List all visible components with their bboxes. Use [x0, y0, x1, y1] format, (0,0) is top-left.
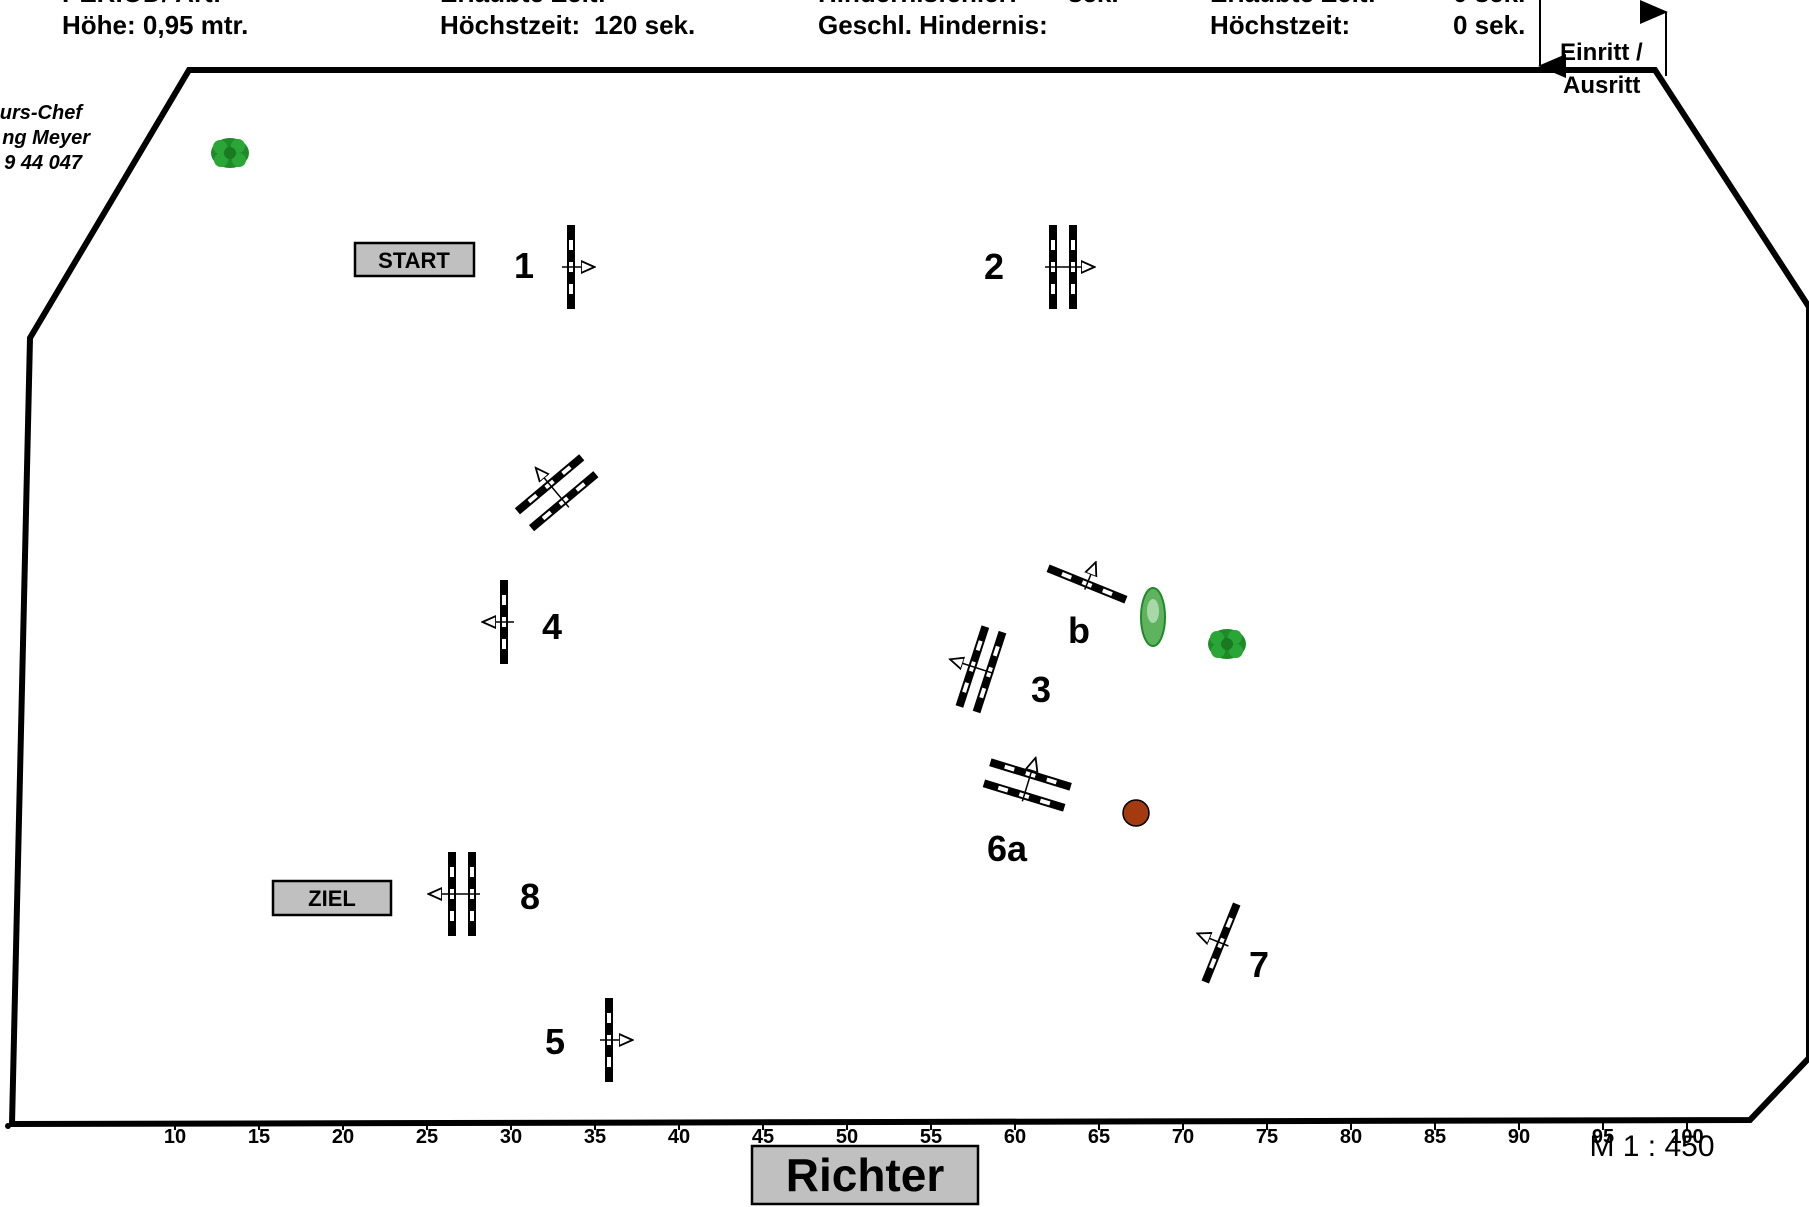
obstacle-oxer-diagonal — [514, 454, 599, 532]
parcours-chef: urs-Chef ng Meyer 9 44 047 — [0, 102, 91, 174]
scale-tick-label: 60 — [1004, 1126, 1026, 1148]
ziel-box: ZIEL — [271, 879, 393, 917]
ball-icon — [1122, 799, 1150, 827]
scale-tick-label: 10 — [164, 1126, 186, 1148]
obstacle-2 — [1045, 225, 1093, 309]
obstacle-3 — [938, 625, 1007, 714]
scale-bar: 10 15 20 25 30 35 40 45 50 55 60 65 70 75 80 85 90 95 100 — [164, 1122, 1704, 1148]
bush-icon — [1208, 629, 1246, 659]
scale-tick-label: 75 — [1256, 1126, 1278, 1148]
scale-tick-label: 30 — [500, 1126, 522, 1148]
obstacle-b — [1046, 548, 1128, 604]
scale-tick-label: 80 — [1340, 1126, 1362, 1148]
header-hoechstzeit-value: 120 sek. — [594, 10, 695, 40]
entry-label-2: Ausritt — [1563, 72, 1640, 99]
header-hoechstzeit2-label: Höchstzeit: — [1210, 10, 1350, 40]
obstacle-label-4: 4 — [542, 606, 562, 647]
obstacle-label-5: 5 — [545, 1021, 565, 1062]
scale-tick-label: 40 — [668, 1126, 690, 1148]
obstacle-8 — [430, 852, 480, 936]
ziel-label: ZIEL — [308, 886, 356, 911]
scale-tick-label: 65 — [1088, 1126, 1110, 1148]
scale-label: M 1 : 450 — [1589, 1130, 1714, 1163]
obstacle-label-b: b — [1068, 610, 1090, 651]
obstacle-label-2: 2 — [984, 246, 1004, 287]
obstacle-5 — [600, 998, 631, 1082]
chef-line-1: urs-Chef — [0, 102, 84, 124]
header-period: PERIOD/ Art: — [62, 0, 221, 8]
entry-exit: Einritt / Ausritt — [1538, 0, 1668, 99]
obstacle-1 — [562, 225, 593, 309]
scale-tick-label: 15 — [248, 1126, 270, 1148]
start-label: START — [378, 248, 450, 273]
chef-line-2: ng Meyer — [2, 127, 91, 149]
header-erlaubte-zeit-2: Erlaubte Zeit: — [1210, 0, 1376, 8]
scale-tick-label: 70 — [1172, 1126, 1194, 1148]
richter-label: Richter — [786, 1149, 945, 1201]
arena-outline — [8, 67, 1809, 1128]
header-hindernisfehler: Hindernisfehler: — [818, 0, 1017, 8]
scale-tick-label: 50 — [836, 1126, 858, 1148]
obstacle-label-3: 3 — [1031, 669, 1051, 710]
water-hedge-icon — [1140, 587, 1166, 647]
obstacle-4 — [484, 580, 514, 664]
obstacle-label-1: 1 — [514, 245, 534, 286]
obstacle-labels: 1 2 b 3 4 6a 8 7 5 — [514, 245, 1269, 1062]
scale-tick-label: 90 — [1508, 1126, 1530, 1148]
obstacle-label-8: 8 — [520, 876, 540, 917]
header-hoehe: Höhe: 0,95 mtr. — [62, 10, 248, 40]
scale-tick-label: 45 — [752, 1126, 774, 1148]
scale-tick-label: 25 — [416, 1126, 438, 1148]
bush-icon — [211, 138, 249, 168]
obstacle-6a — [982, 747, 1072, 812]
header-geschl-hindernis: Geschl. Hindernis: — [818, 10, 1048, 40]
obstacle-7 — [1183, 902, 1241, 984]
start-box: START — [353, 241, 476, 278]
header-hoechstzeit2-value: 0 sek. — [1453, 10, 1525, 40]
scale-tick-label: 100 — [1670, 1126, 1703, 1148]
obstacle-label-7: 7 — [1249, 944, 1269, 985]
chef-line-3: 9 44 047 — [4, 152, 83, 174]
header: PERIOD/ Art: Erlaubte Zeit: Hindernisfeh… — [62, 0, 1525, 40]
richter-box: Richter — [750, 1144, 980, 1206]
obstacle-label-6a: 6a — [987, 828, 1028, 869]
corner-dot — [5, 1123, 11, 1129]
scale-tick-label: 20 — [332, 1126, 354, 1148]
scale-tick-label: 35 — [584, 1126, 606, 1148]
scale-tick-label: 95 — [1592, 1126, 1614, 1148]
header-zero-sek: 0 sek. — [1453, 0, 1525, 8]
entry-label-1: Einritt / — [1560, 39, 1643, 66]
header-hoechstzeit-label: Höchstzeit: — [440, 10, 580, 40]
scale-tick-label: 85 — [1424, 1126, 1446, 1148]
scale-tick-label: 55 — [920, 1126, 942, 1148]
header-erlaubte-zeit: Erlaubte Zeit: — [440, 0, 606, 8]
header-sek: sek. — [1068, 0, 1119, 8]
